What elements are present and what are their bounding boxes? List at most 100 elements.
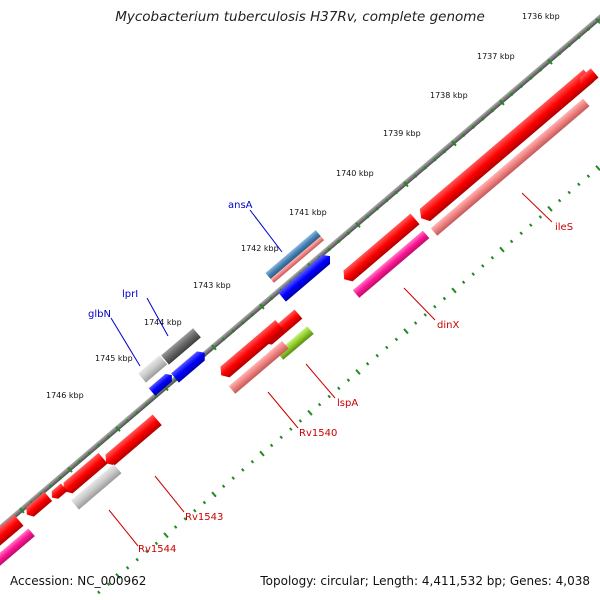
major-tick bbox=[403, 181, 409, 188]
minor-tick bbox=[557, 51, 562, 56]
minor-tick bbox=[509, 92, 514, 97]
minor-tick bbox=[145, 402, 149, 407]
major-tick bbox=[595, 18, 600, 24]
minor-tick bbox=[77, 459, 82, 464]
scale-label: 1742 kbp bbox=[241, 244, 279, 253]
gene-Rv1540[interactable] bbox=[228, 340, 289, 394]
gene-red-cds[interactable] bbox=[576, 68, 599, 89]
minor-tick bbox=[413, 174, 418, 178]
major-tick bbox=[307, 409, 313, 416]
leader-line bbox=[521, 192, 553, 223]
gene-red-cds[interactable] bbox=[23, 491, 53, 519]
minor-tick bbox=[461, 280, 466, 285]
minor-tick bbox=[442, 296, 447, 301]
minor-tick bbox=[49, 484, 53, 488]
minor-tick bbox=[250, 459, 255, 464]
gene-ileS-red[interactable] bbox=[416, 69, 594, 225]
major-tick bbox=[595, 165, 600, 171]
minor-tick bbox=[519, 84, 523, 89]
minor-tick bbox=[442, 149, 447, 154]
minor-tick bbox=[481, 117, 485, 121]
minor-tick bbox=[586, 174, 591, 178]
minor-tick bbox=[135, 557, 139, 562]
leader-line bbox=[403, 287, 436, 321]
minor-tick bbox=[346, 231, 351, 235]
gene-Rv1543[interactable] bbox=[102, 414, 162, 468]
gene-dinX[interactable] bbox=[352, 230, 430, 298]
gene-glbN[interactable] bbox=[138, 355, 168, 383]
minor-tick bbox=[529, 223, 533, 227]
gene-blue-cds[interactable] bbox=[171, 348, 208, 383]
leader-line bbox=[154, 475, 185, 513]
minor-tick bbox=[97, 590, 101, 595]
label-Rv1540: Rv1540 bbox=[299, 428, 337, 439]
minor-tick bbox=[173, 525, 178, 529]
minor-tick bbox=[173, 378, 178, 382]
minor-tick bbox=[125, 419, 130, 423]
minor-tick bbox=[423, 313, 427, 317]
forward-features bbox=[138, 230, 334, 396]
minor-tick bbox=[471, 272, 475, 276]
gene-ansA-sub[interactable] bbox=[270, 236, 325, 283]
minor-tick bbox=[461, 133, 466, 138]
major-tick bbox=[211, 491, 217, 498]
gene-red-cds[interactable] bbox=[340, 213, 420, 285]
minor-tick bbox=[423, 166, 427, 170]
scale-label: 1746 kbp bbox=[46, 391, 84, 400]
minor-tick bbox=[221, 337, 226, 342]
gene-red-cds[interactable] bbox=[49, 483, 68, 501]
major-tick bbox=[211, 344, 217, 351]
minor-tick bbox=[433, 157, 437, 162]
minor-tick bbox=[250, 312, 255, 317]
major-tick bbox=[499, 246, 505, 253]
minor-tick bbox=[375, 206, 379, 211]
minor-tick bbox=[557, 198, 562, 203]
gene-blue-cds[interactable] bbox=[278, 252, 334, 302]
minor-tick bbox=[337, 386, 341, 391]
gene-Rv1544[interactable] bbox=[71, 464, 122, 510]
minor-tick bbox=[394, 190, 399, 195]
gene-lspA[interactable] bbox=[276, 326, 314, 360]
gene-ileS[interactable] bbox=[430, 98, 590, 236]
minor-tick bbox=[586, 27, 591, 31]
minor-tick bbox=[577, 182, 581, 187]
major-tick bbox=[115, 573, 121, 579]
scale-label: 1737 kbp bbox=[477, 52, 515, 61]
minor-tick bbox=[193, 508, 197, 513]
leader-line bbox=[108, 509, 139, 547]
minor-tick bbox=[577, 35, 581, 40]
minor-tick bbox=[221, 484, 226, 489]
minor-tick bbox=[183, 517, 187, 521]
minor-tick bbox=[529, 76, 533, 80]
scale-label: 1738 kbp bbox=[430, 91, 468, 100]
minor-tick bbox=[365, 362, 370, 366]
minor-tick bbox=[106, 435, 111, 439]
minor-tick bbox=[145, 549, 149, 554]
minor-tick bbox=[58, 476, 63, 480]
minor-tick bbox=[87, 451, 91, 456]
gene-red-cds[interactable] bbox=[60, 452, 108, 497]
gene-magenta-cds[interactable] bbox=[0, 528, 35, 570]
gene-red-cds[interactable] bbox=[0, 515, 24, 551]
gene-lprI[interactable] bbox=[161, 328, 201, 365]
minor-tick bbox=[279, 435, 283, 440]
tick-track-upper bbox=[1, 18, 600, 529]
minor-tick bbox=[337, 239, 341, 244]
minor-tick bbox=[97, 443, 101, 448]
gene-red-cds[interactable] bbox=[217, 320, 285, 381]
minor-tick bbox=[327, 247, 331, 252]
scale-label: 1745 kbp bbox=[95, 354, 133, 363]
minor-tick bbox=[298, 419, 303, 423]
minor-tick bbox=[490, 255, 495, 260]
minor-tick bbox=[509, 239, 514, 244]
leader-line bbox=[305, 363, 336, 399]
minor-tick bbox=[538, 68, 543, 72]
minor-tick bbox=[289, 427, 293, 431]
major-tick bbox=[163, 532, 169, 539]
major-tick bbox=[451, 140, 457, 147]
minor-tick bbox=[241, 321, 245, 325]
leader-line bbox=[146, 297, 169, 337]
gene-blue-cds[interactable] bbox=[148, 371, 175, 396]
gene-ansA[interactable] bbox=[265, 230, 321, 280]
